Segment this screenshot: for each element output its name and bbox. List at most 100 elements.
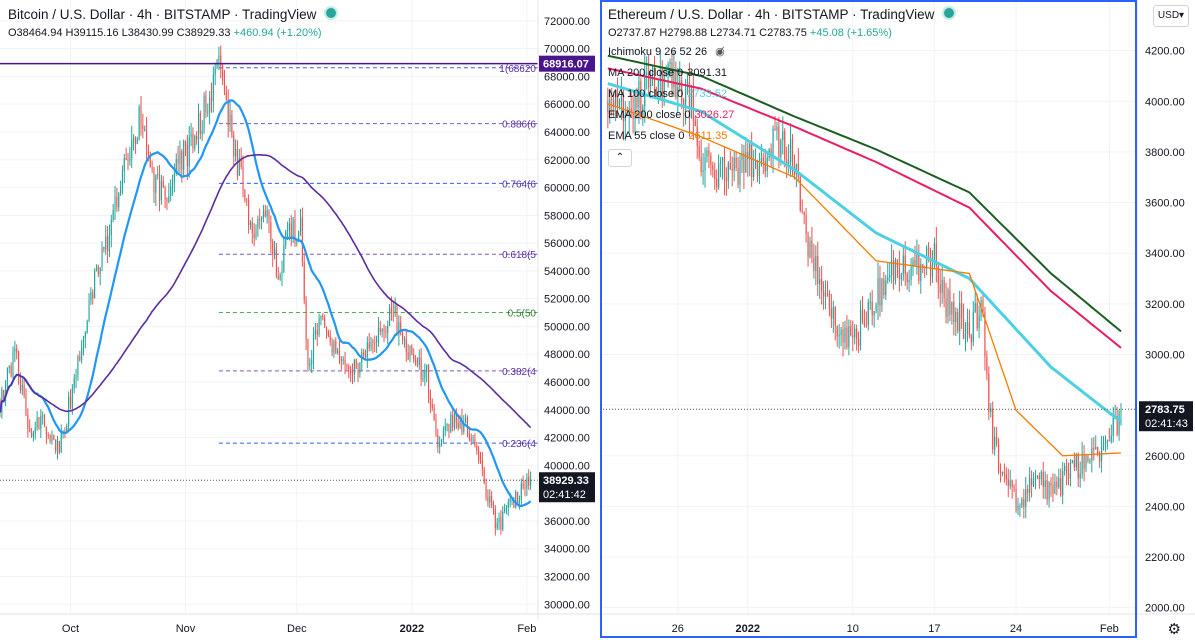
fib-level-label: 1(68620 — [499, 64, 536, 75]
eth-open: O2737.87 — [608, 27, 657, 39]
btc-close: C38929.33 — [176, 27, 231, 39]
indicator-line — [607, 82, 1122, 423]
candle-body — [1001, 472, 1004, 474]
candle-body — [848, 326, 850, 348]
candle-body — [838, 335, 840, 337]
candle-body — [355, 359, 357, 369]
candle-body — [990, 408, 992, 413]
candle-body — [939, 284, 941, 293]
candle-body — [259, 219, 261, 221]
candle-body — [727, 162, 729, 181]
btc-chart-canvas[interactable]: 1(68620 0.886(6 0.764(6 0.618(5 0.5(50 0.382(… — [0, 0, 600, 644]
price-axis-tick: 64000.00 — [544, 127, 590, 139]
candle-body — [846, 327, 848, 348]
candle-body — [607, 101, 609, 113]
candle-body — [809, 240, 811, 257]
candle-body — [908, 279, 910, 282]
candle-body — [160, 181, 162, 200]
price-axis-tick: 60000.00 — [544, 183, 590, 195]
candle-body — [268, 210, 270, 222]
candle-body — [898, 267, 901, 280]
eth-chart-canvas[interactable]: 2000.002200.002400.002600.002800.003000.… — [600, 0, 1195, 644]
ma-fast-line — [0, 99, 532, 508]
candle-body — [316, 330, 318, 335]
candle-body — [651, 66, 654, 75]
candle-body — [118, 193, 120, 207]
candle-body — [403, 338, 405, 340]
candle-body — [716, 179, 718, 188]
candle-body — [524, 486, 526, 489]
candle-body — [433, 407, 435, 420]
btc-chart-pane[interactable]: 1(68620 0.886(6 0.764(6 0.618(5 0.5(50 0.382(… — [0, 0, 600, 644]
chevron-up-icon: ⌃ — [615, 152, 625, 163]
candle-body — [383, 328, 385, 332]
candle-body — [830, 308, 832, 319]
price-axis-tick: 72000.00 — [544, 16, 590, 28]
candle-body — [30, 431, 33, 437]
indicator-value: 2733.52 — [687, 88, 727, 100]
candle-body — [203, 95, 205, 131]
candle-body — [978, 315, 980, 329]
candle-body — [1095, 446, 1097, 450]
candle-body — [244, 190, 246, 200]
candle-body — [824, 293, 827, 297]
candle-body — [797, 164, 799, 178]
candle-body — [474, 439, 476, 447]
candle-body — [704, 156, 706, 171]
candle-body — [791, 138, 794, 167]
candle-body — [177, 159, 179, 164]
candle-body — [478, 450, 480, 461]
candle-body — [1075, 453, 1077, 468]
candle-body — [1081, 453, 1083, 474]
candle-body — [626, 114, 628, 116]
candle-body — [168, 196, 170, 202]
candle-body — [409, 346, 411, 360]
candle-body — [192, 133, 194, 149]
candle-body — [81, 347, 83, 361]
time-axis-tick: 10 — [847, 623, 859, 635]
btc-low: L38430.99 — [121, 27, 174, 39]
indicator-ichimoku[interactable]: Ichimoku 9 26 52 26 ◉̸ — [608, 42, 956, 63]
candle-body — [107, 236, 109, 252]
candle-body — [131, 139, 133, 159]
collapse-legend-button[interactable]: ⌃ — [608, 149, 632, 167]
candle-body — [58, 440, 60, 453]
indicator-ma100[interactable]: MA 100 close 0 2733.52 — [608, 84, 956, 105]
candle-body — [266, 210, 268, 217]
candle-body — [348, 366, 350, 369]
candle-body — [179, 151, 181, 164]
candle-body — [789, 138, 792, 162]
candle-body — [922, 264, 924, 267]
candle-body — [1025, 489, 1027, 507]
last-price-badge — [539, 472, 595, 503]
candle-body — [324, 317, 326, 327]
candle-body — [714, 170, 716, 180]
candle-body — [225, 92, 227, 100]
candle-body — [813, 258, 815, 271]
eye-crossed-icon[interactable]: ◉̸ — [715, 46, 725, 58]
gear-icon[interactable]: ⚙ — [1167, 621, 1181, 638]
indicator-ma200[interactable]: MA 200 close 0 3091.31 — [608, 63, 956, 84]
fib-level-label: 0.382(4 — [502, 367, 536, 378]
candle-body — [40, 415, 42, 429]
candle-body — [873, 311, 875, 316]
candle-body — [49, 435, 51, 442]
candle-body — [444, 425, 446, 431]
candle-body — [257, 219, 259, 228]
currency-selector[interactable]: USD▾ — [1153, 5, 1189, 27]
eth-chart-pane[interactable]: 2000.002200.002400.002600.002800.003000.… — [600, 0, 1195, 644]
price-axis-tick: 50000.00 — [544, 321, 590, 333]
eth-symbol-title[interactable]: Ethereum / U.S. Dollar · 4h · BITSTAMP ·… — [608, 6, 957, 22]
indicator-ema200[interactable]: EMA 200 close 0 3026.27 — [608, 105, 956, 126]
btc-symbol-title[interactable]: Bitcoin / U.S. Dollar · 4h · BITSTAMP · … — [8, 6, 339, 22]
candle-body — [249, 222, 252, 226]
candle-body — [164, 187, 166, 200]
candle-body — [517, 491, 519, 504]
candle-body — [832, 307, 834, 319]
candle-body — [77, 356, 79, 375]
indicator-ema55[interactable]: EMA 55 close 0 2611.35 — [608, 126, 956, 147]
candle-body — [634, 97, 636, 119]
candle-body — [515, 491, 517, 508]
candle-body — [681, 80, 683, 101]
candle-body — [669, 62, 671, 65]
